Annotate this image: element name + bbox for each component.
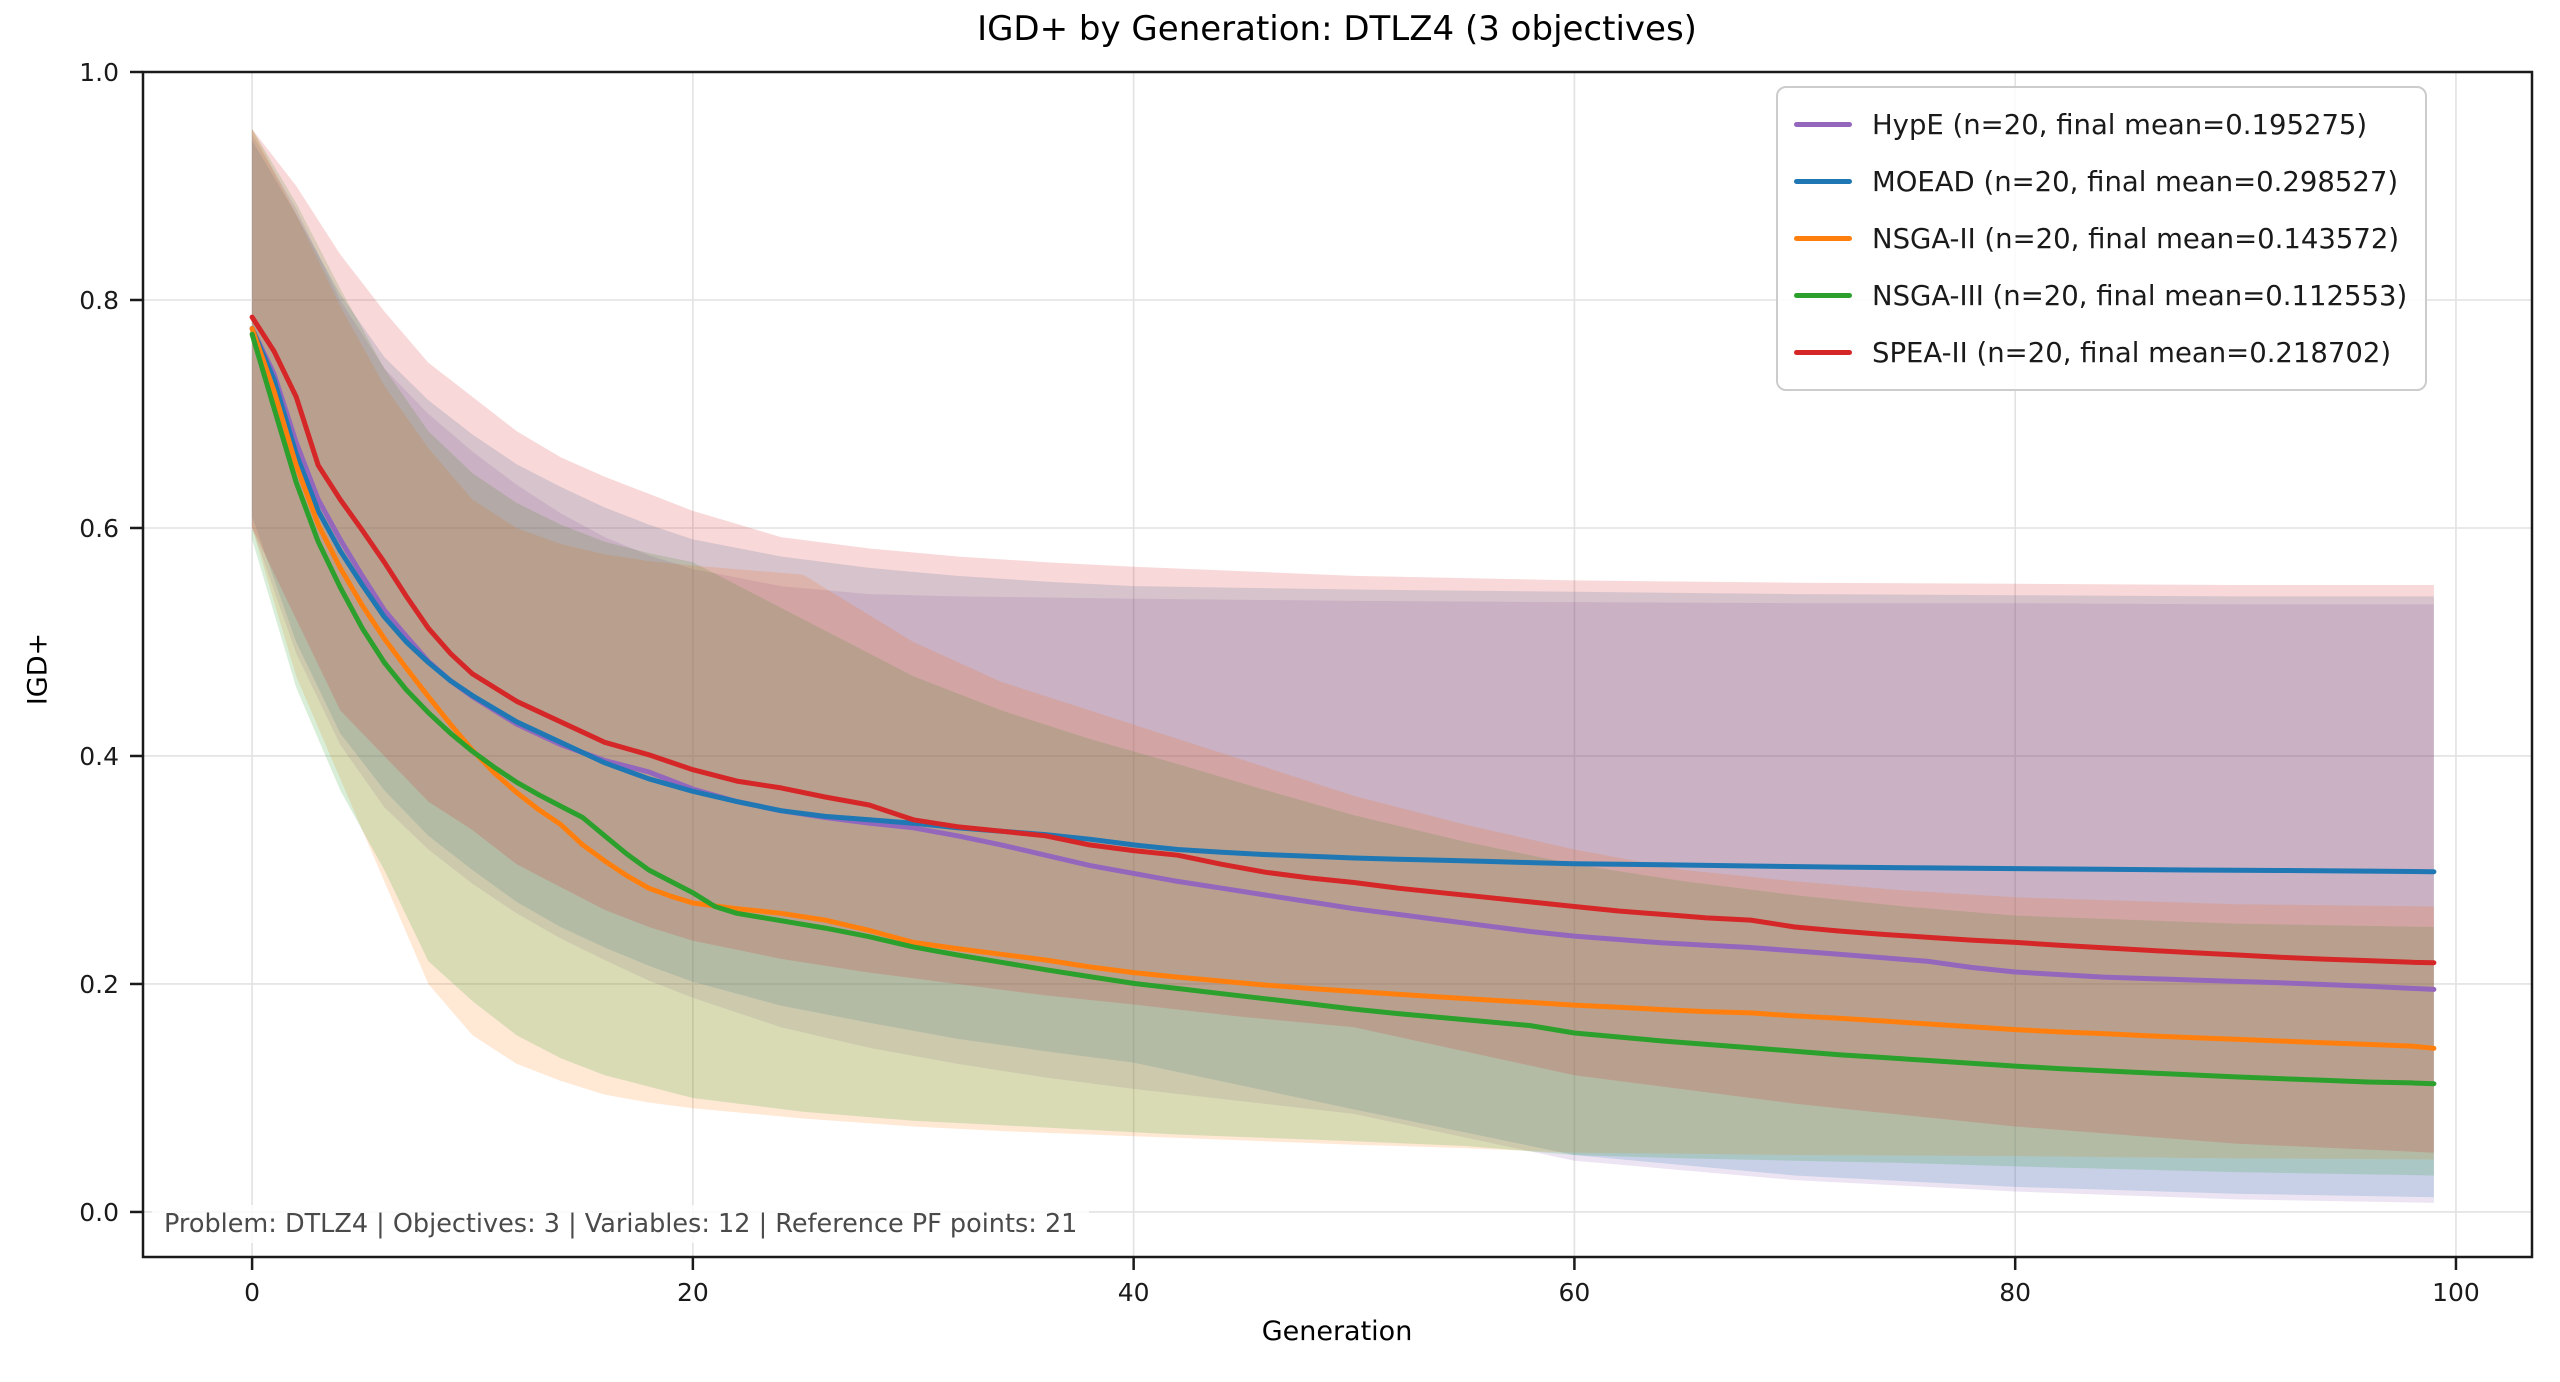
x-axis-label: Generation: [1261, 1316, 1413, 1347]
y-axis-label: IGD+: [22, 632, 54, 706]
legend-label-hype: HypE (n=20, final mean=0.195275): [1872, 108, 2368, 141]
axes-spines: [141, 70, 2534, 1259]
y-tick-label-0.4: 0.4: [79, 742, 119, 771]
x-tick-label-60: 60: [1559, 1278, 1591, 1307]
x-ticks: 0 20 40 60 80 100: [244, 1257, 2480, 1307]
legend-item-moead: MOEAD (n=20, final mean=0.298527): [1794, 153, 2407, 210]
y-tick-label-0.0: 0.0: [79, 1198, 119, 1227]
y-tick-label-0.2: 0.2: [79, 970, 119, 999]
legend-label-spea-ii: SPEA-II (n=20, final mean=0.218702): [1872, 336, 2392, 369]
y-tick-label-0.6: 0.6: [79, 514, 119, 543]
y-tick-label-1.0: 1.0: [79, 58, 119, 87]
legend-swatch-hype: [1794, 122, 1852, 127]
legend-swatch-nsga-iii: [1794, 293, 1852, 298]
legend-item-nsga-ii: NSGA-II (n=20, final mean=0.143572): [1794, 210, 2407, 267]
x-tick-label-100: 100: [2432, 1278, 2480, 1307]
legend: HypE (n=20, final mean=0.195275) MOEAD (n…: [1776, 86, 2428, 391]
legend-swatch-nsga-ii: [1794, 236, 1852, 241]
x-tick-label-20: 20: [677, 1278, 709, 1307]
legend-swatch-moead: [1794, 179, 1852, 184]
legend-item-nsga-iii: NSGA-III (n=20, final mean=0.112553): [1794, 267, 2407, 324]
y-tick-label-0.8: 0.8: [79, 286, 119, 315]
series-lines: [249, 314, 2437, 1087]
problem-annotation: Problem: DTLZ4 | Objectives: 3 | Variabl…: [152, 1205, 1090, 1243]
line-spea-ii: [249, 314, 2437, 966]
legend-item-hype: HypE (n=20, final mean=0.195275): [1794, 96, 2407, 153]
x-tick-label-0: 0: [244, 1278, 260, 1307]
x-tick-label-80: 80: [1999, 1278, 2031, 1307]
legend-swatch-spea-ii: [1794, 350, 1852, 355]
legend-item-spea-ii: SPEA-II (n=20, final mean=0.218702): [1794, 324, 2407, 381]
y-ticks: 0.0 0.2 0.4 0.6 0.8 1.0: [79, 58, 143, 1227]
chart-title: IGD+ by Generation: DTLZ4 (3 objectives): [977, 9, 1697, 49]
legend-label-nsga-iii: NSGA-III (n=20, final mean=0.112553): [1872, 279, 2408, 312]
band-nsga-ii: [252, 129, 2434, 1160]
x-tick-label-40: 40: [1118, 1278, 1150, 1307]
line-nsga-iii: [249, 331, 2437, 1087]
band-spea-ii: [252, 129, 2434, 1153]
legend-label-nsga-ii: NSGA-II (n=20, final mean=0.143572): [1872, 222, 2400, 255]
legend-label-moead: MOEAD (n=20, final mean=0.298527): [1872, 165, 2399, 198]
